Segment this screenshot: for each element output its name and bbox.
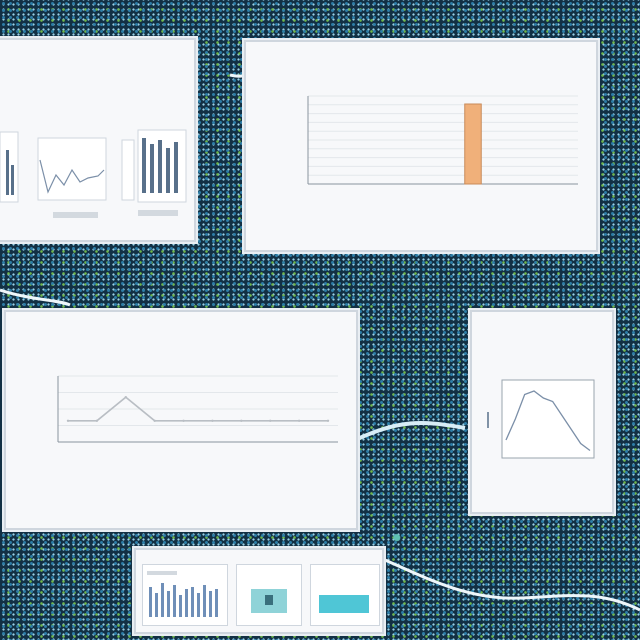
mini-line-series — [39, 159, 105, 194]
small-chart-frame — [501, 379, 595, 459]
small-line-series — [505, 390, 591, 452]
small-line-chart — [487, 379, 595, 459]
line-point — [95, 419, 99, 422]
bar-chart-icon — [142, 564, 228, 626]
line-series — [68, 396, 328, 422]
mini-bar-right-4 — [166, 148, 170, 193]
line-point — [326, 419, 330, 422]
line-point — [153, 419, 156, 422]
dashboard-panel-left — [0, 38, 196, 242]
small-line-chart-panel — [470, 310, 614, 514]
line-point — [269, 419, 272, 422]
bar-chart — [307, 95, 578, 185]
line-point — [240, 419, 243, 422]
line-chart-panel — [4, 310, 358, 530]
line-chart-icon — [310, 564, 380, 626]
line-point — [66, 419, 70, 422]
mini-bar-right-1 — [142, 138, 146, 193]
dashboard-mini-charts — [0, 129, 187, 218]
line-point — [182, 419, 185, 422]
mini-bar-left-1 — [6, 150, 9, 195]
line-point — [297, 419, 301, 422]
image-thumbnail-icon — [236, 564, 302, 626]
bar-mark — [464, 103, 482, 185]
mini-bar-right-3 — [158, 140, 162, 193]
line-point — [211, 419, 214, 422]
bottom-strip-panel — [134, 548, 384, 634]
mini-bar-right-5 — [174, 142, 178, 193]
bar-chart-panel — [244, 40, 598, 252]
line-point — [124, 396, 127, 399]
mini-bar-left-2 — [11, 165, 14, 195]
mini-bar-right-2 — [150, 144, 154, 193]
line-chart — [57, 375, 338, 443]
